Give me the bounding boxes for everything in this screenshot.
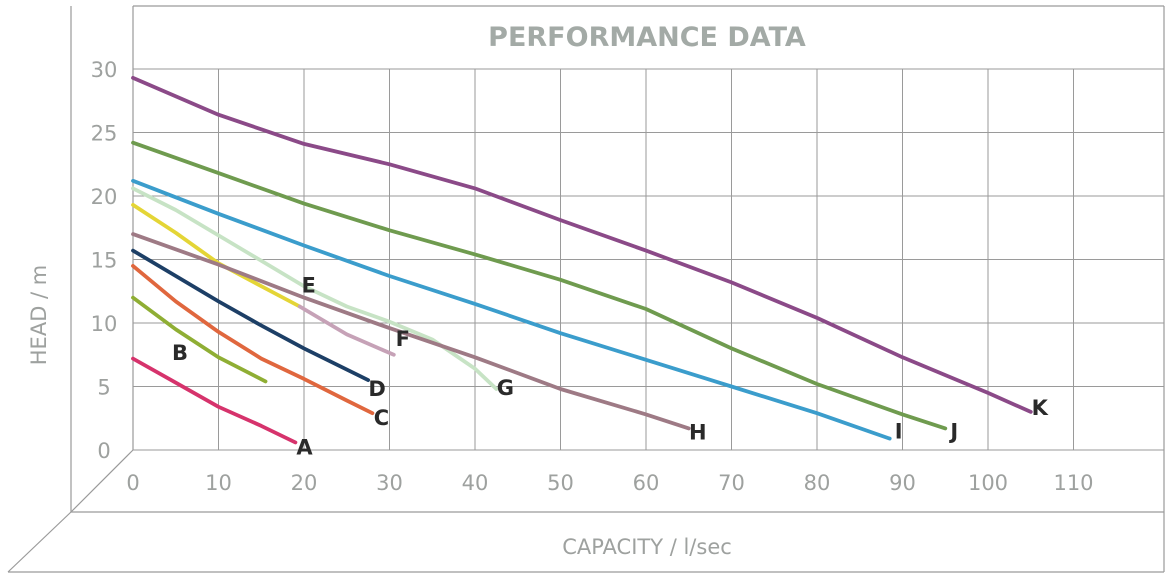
y-tick-label: 15 <box>91 249 118 273</box>
y-tick-label: 20 <box>91 185 118 209</box>
performance-curves <box>131 76 1033 445</box>
grid <box>132 68 1164 451</box>
chart-title: PERFORMANCE DATA <box>488 22 806 53</box>
curve-i <box>131 178 892 441</box>
curve-label-c: C <box>374 406 389 430</box>
x-tick-label: 100 <box>968 471 1008 495</box>
y-tick-label: 5 <box>97 376 110 400</box>
curve-g <box>131 186 499 391</box>
y-axis-label: HEAD / m <box>27 265 51 365</box>
y-tick-label: 0 <box>97 439 110 463</box>
x-tick-label: 70 <box>718 471 745 495</box>
x-tick-label: 0 <box>126 471 139 495</box>
x-tick-label: 40 <box>462 471 489 495</box>
x-tick-label: 60 <box>633 471 660 495</box>
curve-d <box>131 248 371 383</box>
curve-a <box>131 356 298 445</box>
curve-k <box>131 76 1033 414</box>
curve-label-i: I <box>895 420 903 444</box>
x-tick-label: 80 <box>804 471 831 495</box>
curve-c <box>131 263 375 416</box>
y-tick-label: 30 <box>91 58 118 82</box>
y-tick-label: 10 <box>91 312 118 336</box>
curve-j <box>131 140 948 431</box>
curve-label-d: D <box>368 377 385 401</box>
x-tick-label: 50 <box>547 471 574 495</box>
axis-ticks: 0 10 20 30 40 50 60 70 80 90 100 110 0 5 10 15 20 25 30 <box>91 58 1094 495</box>
curve-b <box>131 295 268 384</box>
curve-f <box>297 304 396 357</box>
curve-label-b: B <box>172 341 188 365</box>
curve-e <box>131 202 302 309</box>
curve-label-a: A <box>296 435 313 459</box>
curve-label-g: G <box>497 376 514 400</box>
curve-label-h: H <box>689 420 707 444</box>
x-tick-label: 20 <box>291 471 318 495</box>
x-tick-label: 30 <box>376 471 403 495</box>
curve-labels: A B CD E F G H I J K <box>172 273 1049 459</box>
curve-label-e: E <box>302 273 316 297</box>
y-tick-label: 25 <box>91 122 118 146</box>
x-axis-label: CAPACITY / l/sec <box>562 535 732 559</box>
x-tick-label: 10 <box>205 471 232 495</box>
curve-h <box>131 232 691 431</box>
x-tick-label: 110 <box>1053 471 1093 495</box>
curve-label-k: K <box>1032 396 1049 420</box>
curve-label-f: F <box>396 327 410 351</box>
x-tick-label: 90 <box>889 471 916 495</box>
curve-label-j: J <box>948 419 958 443</box>
